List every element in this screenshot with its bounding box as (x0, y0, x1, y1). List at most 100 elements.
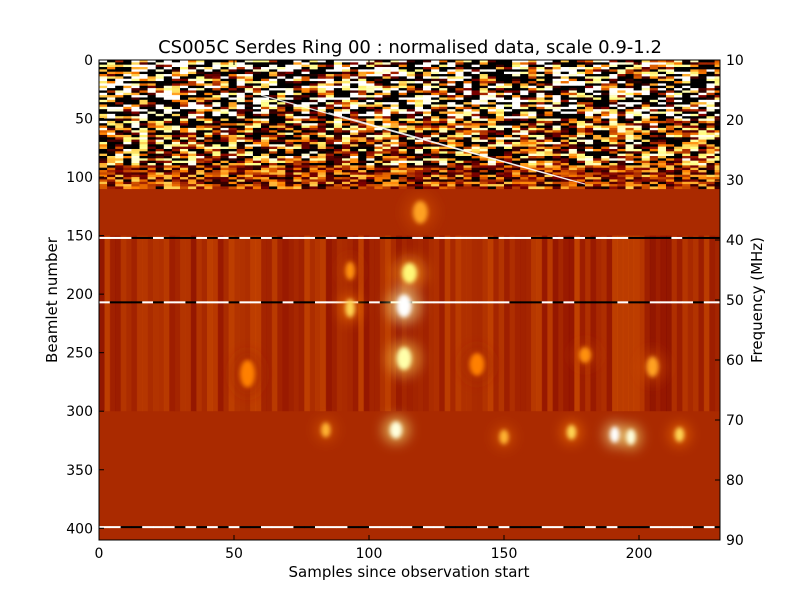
noise-cell (649, 127, 659, 131)
noise-cell (714, 64, 720, 68)
rfi-line-segment (433, 301, 445, 304)
rfi-line-segment (487, 236, 499, 239)
noise-cell (147, 170, 156, 173)
noise-cell (398, 177, 408, 180)
noise-cell (155, 118, 165, 122)
noise-cell (285, 81, 294, 84)
noise-cell (390, 163, 399, 166)
noise-cell (382, 170, 391, 173)
noise-cell (706, 179, 715, 183)
texture-stripe (676, 235, 683, 412)
noise-cell (617, 179, 626, 183)
noise-cell (625, 60, 634, 63)
noise-cell (212, 141, 221, 145)
noise-cell (317, 109, 327, 112)
noise-cell (609, 111, 618, 115)
noise-cell (236, 151, 246, 154)
noise-cell (714, 125, 720, 129)
noise-cell (633, 85, 642, 89)
noise-cell (406, 170, 416, 173)
rfi-line-segment (261, 236, 273, 239)
rfi-line-segment (466, 301, 478, 304)
noise-cell (293, 111, 302, 115)
noise-cell (641, 179, 651, 183)
noise-cell (528, 123, 537, 126)
noise-cell (228, 123, 237, 126)
noise-cell (568, 106, 578, 110)
noise-cell (504, 90, 513, 94)
noise-cell (147, 90, 156, 94)
noise-cell (609, 109, 618, 112)
noise-cell (139, 179, 148, 183)
noise-cell (220, 116, 229, 119)
noise-cell (633, 95, 642, 98)
noise-cell (625, 179, 634, 183)
noise-cell (107, 95, 116, 98)
noise-cell (706, 163, 715, 166)
noise-cell (244, 113, 254, 117)
noise-cell (544, 186, 553, 190)
noise-cell (220, 118, 229, 122)
noise-cell (568, 177, 578, 180)
rfi-line-segment (682, 526, 694, 529)
noise-cell (155, 172, 165, 176)
noise-cell (342, 104, 351, 108)
noise-cell (261, 160, 270, 164)
noise-cell (414, 99, 424, 103)
noise-cell (301, 74, 310, 77)
noise-cell (504, 106, 513, 110)
noise-cell (512, 130, 521, 133)
noise-cell (155, 167, 165, 171)
noise-cell (390, 74, 399, 77)
noise-cell (228, 81, 237, 84)
noise-cell (244, 174, 254, 178)
noise-cell (342, 69, 351, 73)
noise-cell (423, 71, 432, 75)
noise-cell (423, 88, 432, 91)
noise-cell (423, 137, 432, 140)
noise-cell (495, 167, 505, 171)
rfi-line-segment (455, 236, 467, 239)
noise-cell (431, 179, 440, 183)
noise-cell (617, 60, 626, 63)
noise-cell (439, 116, 448, 119)
rfi-line-segment (520, 301, 532, 304)
noise-cell (212, 172, 221, 176)
noise-cell (585, 156, 594, 159)
noise-cell (107, 134, 116, 138)
noise-cell (390, 92, 399, 96)
noise-cell (139, 64, 148, 68)
texture-stripe (396, 235, 402, 412)
noise-cell (204, 104, 213, 108)
noise-cell (204, 60, 213, 63)
noise-cell (212, 123, 221, 126)
rfi-line-segment (163, 236, 175, 239)
noise-cell (155, 88, 165, 91)
noise-cell (115, 156, 124, 159)
noise-cell (99, 118, 108, 122)
noise-cell (333, 144, 343, 147)
noise-cell (463, 127, 472, 131)
noise-cell (657, 170, 667, 173)
noise-cell (431, 104, 440, 108)
noise-cell (228, 139, 237, 143)
noise-cell (180, 186, 189, 190)
noise-cell (674, 139, 683, 143)
noise-cell (666, 134, 675, 138)
noise-cell (439, 181, 448, 185)
texture-stripe (147, 235, 154, 412)
noise-cell (350, 172, 359, 176)
noise-cell (325, 186, 335, 190)
noise-cell (123, 120, 132, 124)
noise-cell (196, 64, 205, 68)
noise-cell (163, 64, 173, 68)
noise-cell (479, 92, 489, 96)
noise-cell (163, 81, 173, 84)
noise-cell (147, 85, 156, 89)
noise-cell (180, 64, 189, 68)
rfi-line-segment (520, 236, 532, 239)
noise-cell (139, 97, 148, 101)
noise-cell (674, 158, 683, 161)
noise-cell (593, 71, 602, 75)
noise-cell (366, 71, 375, 75)
